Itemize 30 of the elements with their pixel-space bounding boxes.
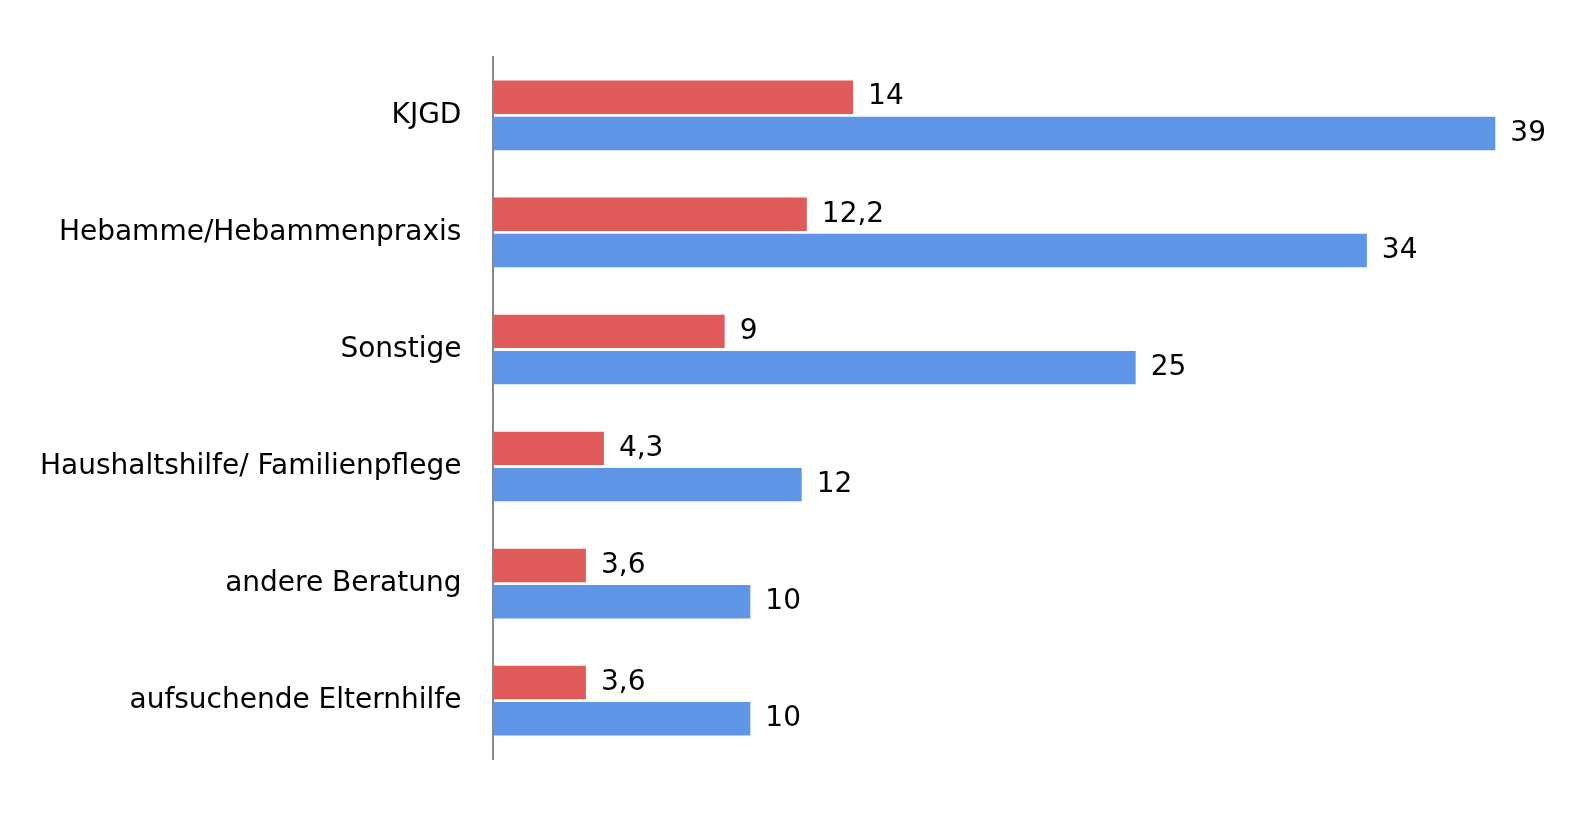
- data-label: 4,3: [618, 429, 664, 463]
- y-tick-label: Sonstige: [340, 330, 462, 364]
- data-label: 9: [739, 312, 758, 346]
- data-label: 14: [868, 78, 904, 112]
- bar: [493, 116, 1496, 151]
- y-tick-label: Haushaltshilfe/ Familienpflege: [40, 447, 462, 481]
- y-tick-label: aufsuchende Elternhilfe: [129, 681, 462, 715]
- bar: [493, 467, 802, 502]
- bar: [493, 80, 854, 114]
- bar: [493, 431, 604, 466]
- y-tick-label: Hebamme/Hebammenpraxis: [58, 213, 462, 247]
- bar: [493, 314, 725, 349]
- bar: [493, 585, 751, 619]
- bar: [493, 702, 751, 736]
- data-label: 10: [765, 700, 801, 734]
- data-label: 3,6: [600, 663, 646, 697]
- data-label: 39: [1510, 114, 1546, 148]
- y-tick-label: andere Beratung: [225, 564, 462, 598]
- bar: [493, 665, 586, 700]
- bar: [493, 197, 807, 231]
- data-label: 12: [816, 465, 853, 499]
- data-label: 10: [765, 583, 801, 617]
- bar: [493, 233, 1367, 268]
- y-tick-label: KJGD: [391, 96, 462, 130]
- data-label: 34: [1381, 231, 1418, 265]
- data-label: 12,2: [821, 195, 885, 229]
- data-label: 3,6: [600, 546, 646, 580]
- data-label: 25: [1150, 348, 1187, 382]
- bar: [493, 350, 1136, 385]
- bar: [493, 548, 586, 583]
